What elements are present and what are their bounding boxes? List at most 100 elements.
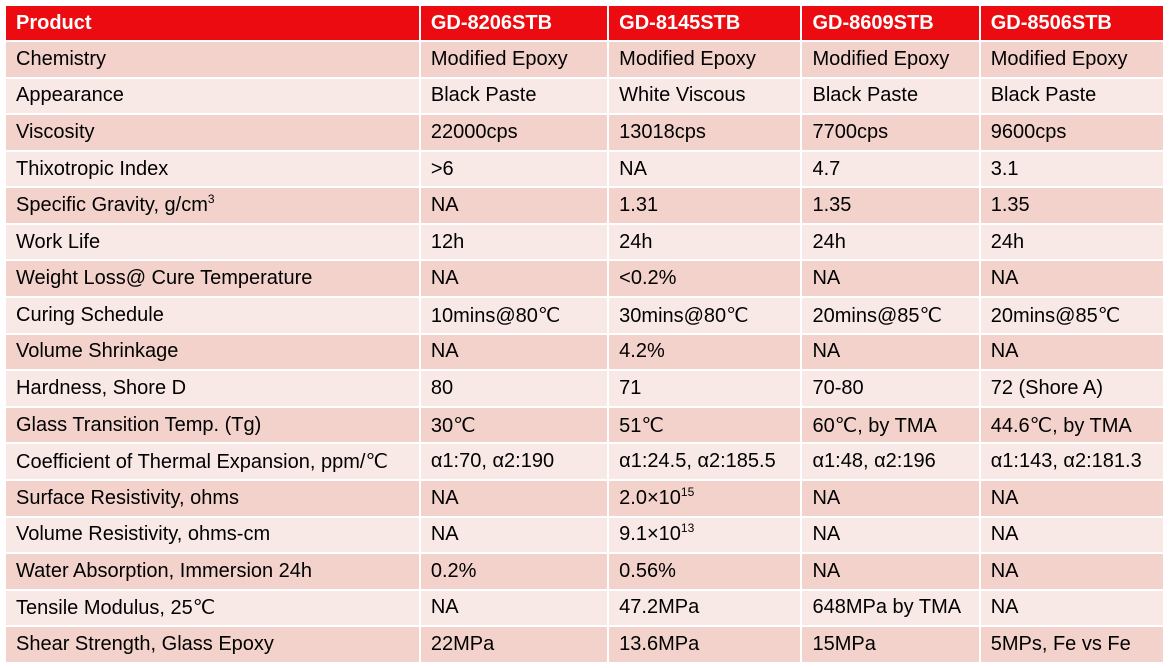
property-label: Shear Strength, Glass Epoxy <box>16 633 274 656</box>
property-value: 22MPa <box>430 633 495 656</box>
property-label: Weight Loss@ Cure Temperature <box>16 267 313 290</box>
property-value: 70-80 <box>812 376 864 399</box>
property-value: 0.56% <box>619 559 676 582</box>
property-value-cell: α1:24.5, α2:185.5 <box>609 444 801 479</box>
property-value-cell: 12h <box>420 224 608 260</box>
property-label-cell: Coefficient of Thermal Expansion, ppm/℃ <box>6 444 419 479</box>
property-value: 1.31 <box>619 194 659 217</box>
property-value: 71 <box>619 376 642 399</box>
property-value: 10mins@80℃ <box>430 304 561 327</box>
table-row: Weight Loss@ Cure Temperature NA <0.2% NA NA <box>6 261 1163 297</box>
property-label-cell: Work Life <box>6 224 419 260</box>
property-value-cell: 9.1×1013 <box>609 517 801 553</box>
property-label-cell: Volume Shrinkage <box>6 334 419 370</box>
property-value: NA <box>990 523 1019 546</box>
property-value: 4.2% <box>619 340 665 363</box>
property-value-cell: 80 <box>420 371 608 406</box>
property-label: Volume Shrinkage <box>16 340 179 363</box>
header-cell-gd-8145stb: GD-8145STB <box>609 6 801 40</box>
property-value-cell: 0.56% <box>609 554 801 589</box>
property-label-cell: Appearance <box>6 78 419 114</box>
product-spec-table: Product GD-8206STB GD-8145STB GD-8609STB… <box>4 4 1165 664</box>
superscript: 15 <box>680 484 695 499</box>
property-value-cell: Modified Epoxy <box>980 42 1163 77</box>
property-value: 12h <box>430 230 465 253</box>
property-value: 9.1×10 <box>619 523 681 546</box>
property-label-cell: Tensile Modulus, 25℃ <box>6 590 419 626</box>
property-value: 5MPs, Fe vs Fe <box>990 633 1131 656</box>
property-value-cell: 1.31 <box>609 188 801 223</box>
property-value-cell: NA <box>802 480 979 516</box>
property-label: Curing Schedule <box>16 303 164 326</box>
property-value-cell: 10mins@80℃ <box>420 298 608 333</box>
property-value-cell: Modified Epoxy <box>802 42 979 77</box>
property-value-cell: NA <box>420 590 608 626</box>
property-label: Volume Resistivity, ohms-cm <box>16 523 271 546</box>
property-label-cell: Hardness, Shore D <box>6 371 419 406</box>
property-value-cell: NA <box>420 517 608 553</box>
property-value-cell: 44.6℃, by TMA <box>980 407 1163 443</box>
table-row: Thixotropic Index >6 NA 4.7 3.1 <box>6 151 1163 187</box>
table-body: Chemistry Modified Epoxy Modified Epoxy Mod… <box>6 42 1163 662</box>
property-value-cell: NA <box>802 261 979 297</box>
property-value: 9600cps <box>990 120 1067 143</box>
property-value-cell: NA <box>980 590 1163 626</box>
table-row: Appearance Black Paste White Viscous Black … <box>6 78 1163 114</box>
property-value: 24h <box>619 230 653 253</box>
property-value: 3.1 <box>990 157 1019 180</box>
property-value: 72 (Shore A) <box>990 376 1103 399</box>
property-value-cell: 51℃ <box>609 407 801 443</box>
property-value-cell: 70-80 <box>802 371 979 406</box>
property-value-cell: 7700cps <box>802 115 979 150</box>
property-value: 51℃ <box>619 414 664 437</box>
property-label: Surface Resistivity, ohms <box>16 486 240 509</box>
property-value: 80 <box>430 376 454 399</box>
property-label-cell: Surface Resistivity, ohms <box>6 480 419 516</box>
property-label-cell: Chemistry <box>6 42 419 77</box>
property-value-cell: 30mins@80℃ <box>609 298 801 333</box>
header-cell-gd-8609stb: GD-8609STB <box>802 6 979 40</box>
property-value: NA <box>990 559 1019 582</box>
table-row: Hardness, Shore D 80 71 70-80 72 (Shore A) <box>6 371 1163 406</box>
table-row: Volume Shrinkage NA 4.2% NA NA <box>6 334 1163 370</box>
property-label: Glass Transition Temp. (Tg) <box>16 413 262 436</box>
property-value: 0.2% <box>430 559 477 582</box>
property-value-cell: 24h <box>802 224 979 260</box>
property-value: NA <box>430 523 459 546</box>
property-value: NA <box>990 340 1019 363</box>
property-value: 20mins@85℃ <box>990 304 1121 327</box>
property-value: NA <box>430 267 459 290</box>
property-label: Hardness, Shore D <box>16 376 187 399</box>
property-value: α1:143, α2:181.3 <box>990 450 1142 473</box>
table-row: Glass Transition Temp. (Tg) 30℃ 51℃ 60℃, by… <box>6 407 1163 443</box>
table-row: Water Absorption, Immersion 24h 0.2% 0.56%… <box>6 554 1163 589</box>
table-row: Specific Gravity, g/cm3 NA 1.31 1.35 1.35 <box>6 188 1163 223</box>
property-label-cell: Volume Resistivity, ohms-cm <box>6 517 419 553</box>
property-value-cell: 4.2% <box>609 334 801 370</box>
property-value: Modified Epoxy <box>812 47 950 70</box>
property-value-cell: 2.0×1015 <box>609 480 801 516</box>
property-value-cell: NA <box>420 261 608 297</box>
property-value: Modified Epoxy <box>430 47 568 70</box>
property-value-cell: NA <box>609 151 801 187</box>
property-value-cell: Black Paste <box>420 78 608 114</box>
property-value: 24h <box>812 230 846 253</box>
property-value: NA <box>812 486 841 509</box>
property-value: 15MPa <box>812 633 876 656</box>
property-value-cell: 0.2% <box>420 554 608 589</box>
property-value: >6 <box>430 157 454 180</box>
property-value-cell: 47.2MPa <box>609 590 801 626</box>
superscript: 13 <box>680 521 695 536</box>
table-row: Shear Strength, Glass Epoxy 22MPa 13.6MPa 1… <box>6 627 1163 662</box>
table-row: Coefficient of Thermal Expansion, ppm/℃ α… <box>6 444 1163 479</box>
table-row: Viscosity 22000cps 13018cps 7700cps 9600cps <box>6 115 1163 150</box>
property-label-cell: Thixotropic Index <box>6 151 419 187</box>
property-value-cell: 5MPs, Fe vs Fe <box>980 627 1163 662</box>
table-row: Work Life 12h 24h 24h 24h <box>6 224 1163 260</box>
property-value-cell: 15MPa <box>802 627 979 662</box>
property-value-cell: 13.6MPa <box>609 627 801 662</box>
table-row: Chemistry Modified Epoxy Modified Epoxy Mod… <box>6 42 1163 77</box>
property-value-cell: >6 <box>420 151 608 187</box>
property-value-cell: Modified Epoxy <box>420 42 608 77</box>
property-label: Coefficient of Thermal Expansion, ppm/℃ <box>16 451 388 474</box>
